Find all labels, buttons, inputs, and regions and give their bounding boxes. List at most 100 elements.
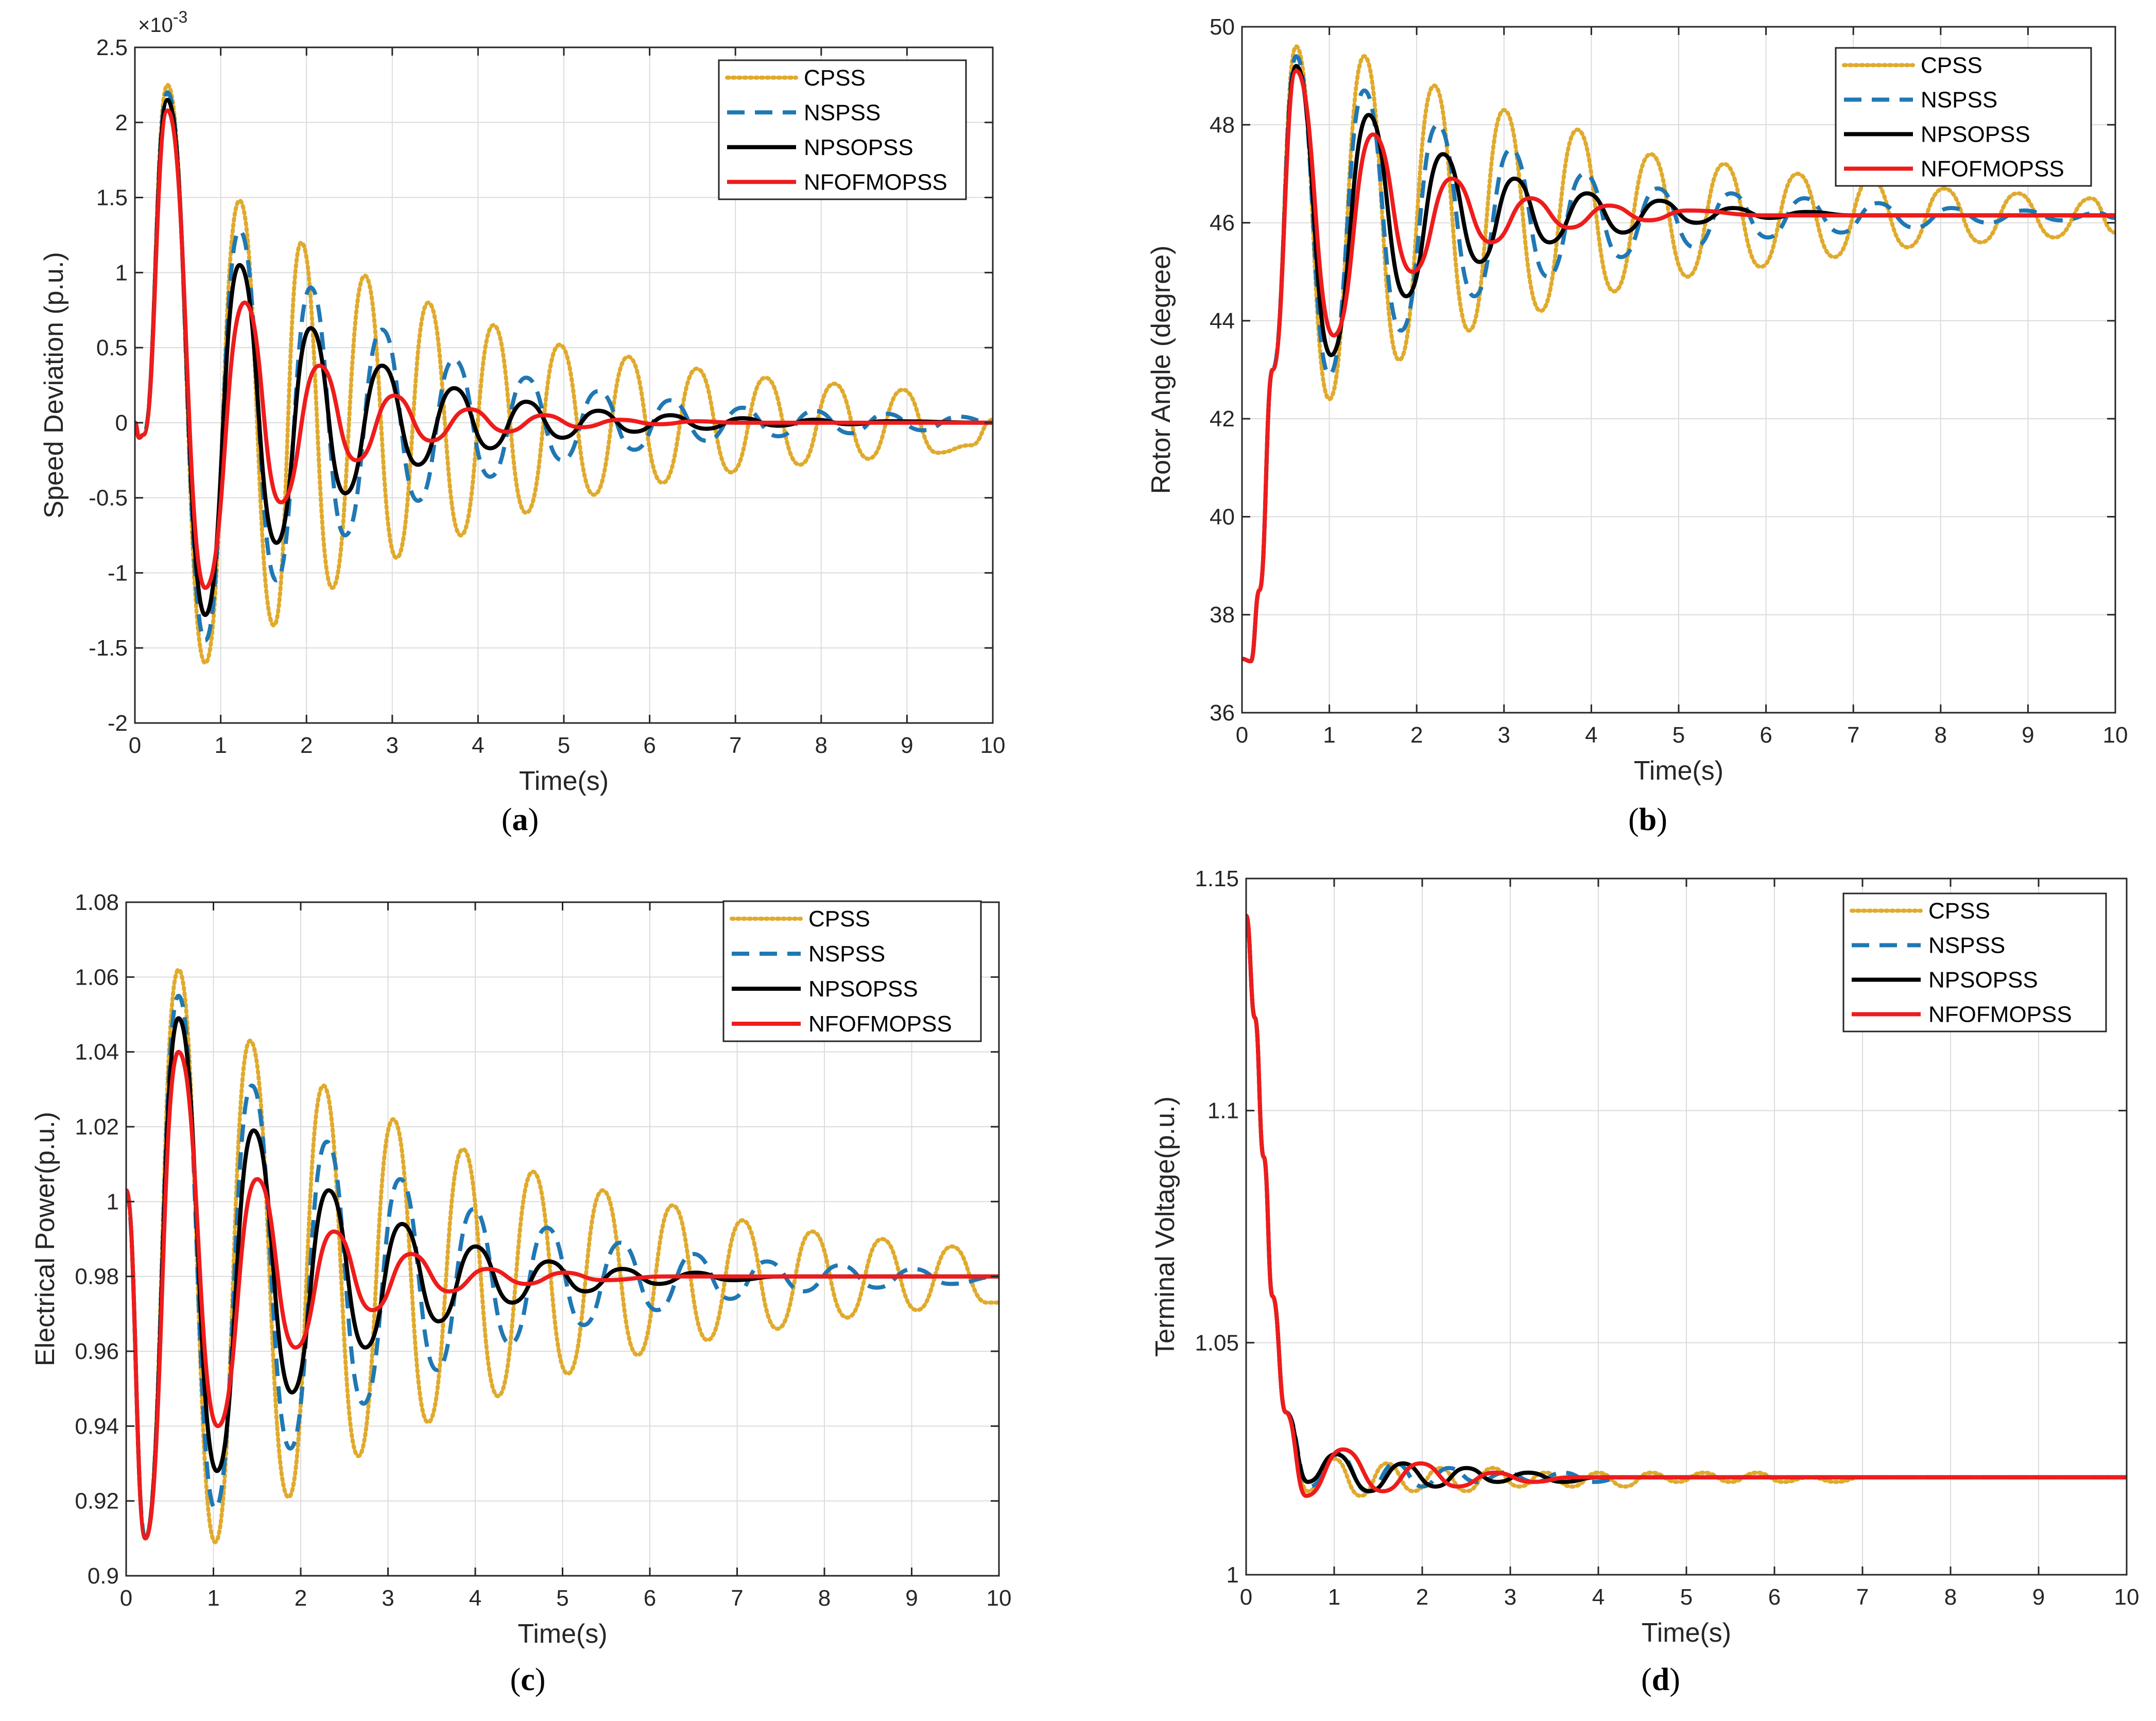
x-tick-label: 3 [1498, 722, 1510, 748]
legend-box [1842, 892, 2107, 1032]
y-axis-label: Speed Deviation (p.u.) [39, 252, 69, 518]
x-tick-label: 7 [1847, 722, 1859, 748]
panel-caption: (d) [1641, 1662, 1680, 1697]
series-line-nspss [1242, 54, 2115, 664]
x-tick-label: 1 [207, 1586, 219, 1611]
x-axis-label: Time(s) [1634, 756, 1723, 786]
y-tick-label: -1 [108, 560, 128, 586]
x-tick-label: 0 [1240, 1585, 1252, 1610]
x-tick-label: 1 [214, 733, 227, 758]
x-tick-label: 10 [2114, 1585, 2140, 1610]
x-axis-label: Time(s) [518, 1619, 607, 1649]
y-tick-label: -2 [108, 711, 128, 736]
y-tick-label: 46 [1210, 211, 1235, 236]
y-tick-label: 0.98 [75, 1264, 119, 1289]
x-tick-label: 10 [987, 1586, 1012, 1611]
y-exponent-label: ×10-3 [138, 8, 187, 37]
legend-label-cpss: CPSS [1921, 53, 1982, 78]
y-tick-label: 0.5 [96, 335, 128, 360]
x-tick-label: 2 [1410, 722, 1423, 748]
series-group [1246, 914, 2127, 1498]
legend-label-nfofmopss: NFOFMOPSS [804, 169, 947, 195]
series-line-cpss [126, 967, 999, 1544]
x-tick-label: 5 [556, 1586, 568, 1611]
x-tick-label: 7 [1856, 1585, 1869, 1610]
legend-box [722, 900, 982, 1042]
series-line-npsopss [126, 1016, 999, 1541]
series-group [126, 967, 999, 1544]
x-tick-label: 6 [643, 733, 656, 758]
legend-label-npsopss: NPSOPSS [1921, 122, 2030, 147]
series-line-nfofmopss [1242, 68, 2115, 664]
x-tick-label: 1 [1328, 1585, 1340, 1610]
y-tick-label: 0.92 [75, 1489, 119, 1514]
x-tick-label: 9 [2022, 722, 2034, 748]
panel-caption: (c) [510, 1662, 546, 1697]
y-axis-label: Rotor Angle (degree) [1146, 246, 1176, 494]
y-tick-label: 40 [1210, 504, 1235, 529]
legend-label-cpss: CPSS [804, 65, 866, 91]
y-tick-label: 1.02 [75, 1114, 119, 1140]
x-tick-label: 4 [472, 733, 484, 758]
y-tick-label: 1.1 [1208, 1098, 1239, 1124]
x-tick-label: 10 [980, 733, 1006, 758]
y-axis-label: Terminal Voltage(p.u.) [1150, 1096, 1180, 1357]
legend-label-npsopss: NPSOPSS [808, 976, 918, 1002]
y-tick-label: 44 [1210, 308, 1235, 334]
y-tick-label: 0 [115, 410, 128, 436]
y-tick-label: 38 [1210, 603, 1235, 628]
series-group [135, 82, 993, 665]
x-tick-label: 8 [1935, 722, 1947, 748]
x-tick-label: 8 [818, 1586, 831, 1611]
y-tick-label: 48 [1210, 112, 1235, 137]
legend-label-npsopss: NPSOPSS [804, 135, 913, 160]
chart-panel-b: 0 1 2 3 4 5 6 7 8 9 10 36 38 40 42 44 46 48 50 Time(s) Rotor… [1146, 14, 2128, 837]
y-tick-label: 1.06 [75, 965, 119, 990]
series-line-nfofmopss [135, 108, 993, 590]
chart-panel-c: 0 1 2 3 4 5 6 7 8 9 10 0.9 0.92 0.94 0.96 0.98 1 1.02 1.04… [30, 890, 1011, 1697]
chart-panel-a: 0 1 2 3 4 5 6 7 8 9 10 -2 -1.5 -1 -0.5 0 0.5 1 1.5 2 2.5 ×10-… [39, 8, 1005, 837]
y-tick-label: 1.04 [75, 1040, 119, 1065]
x-tick-label: 4 [1585, 722, 1597, 748]
x-tick-label: 6 [1768, 1585, 1781, 1610]
legend: CPSS NSPSS NPSOPSS NFOFMOPSS [1842, 892, 2107, 1032]
y-tick-label: 1.5 [96, 185, 128, 211]
panel-caption: (b) [1628, 802, 1667, 837]
legend-label-nspss: NSPSS [808, 941, 885, 967]
y-axis-label: Electrical Power(p.u.) [30, 1112, 60, 1366]
y-tick-label: 0.9 [88, 1563, 119, 1589]
x-tick-label: 7 [731, 1586, 743, 1611]
y-tick-label: 50 [1210, 14, 1235, 40]
y-tick-label: 2.5 [96, 35, 128, 60]
legend-box [1835, 47, 2092, 187]
chart-panel-d: 0 1 2 3 4 5 6 7 8 9 1011.051.11.15Time(s)Terminal … [1150, 866, 2139, 1697]
y-tick-label: -1.5 [89, 635, 128, 661]
x-tick-label: 1 [1323, 722, 1335, 748]
series-line-nfofmopss [1246, 914, 2127, 1498]
legend-label-nfofmopss: NFOFMOPSS [1921, 157, 2064, 182]
x-tick-label: 8 [815, 733, 827, 758]
series-line-nfofmopss [126, 1049, 999, 1541]
x-axis-label: Time(s) [519, 766, 609, 796]
y-tick-label: 36 [1210, 700, 1235, 726]
y-tick-label: 1.05 [1195, 1330, 1239, 1355]
x-tick-label: 4 [1592, 1585, 1605, 1610]
y-tick-label: 1 [115, 260, 128, 285]
legend-label-nspss: NSPSS [1928, 933, 2005, 958]
legend-label-cpss: CPSS [1928, 899, 1990, 924]
x-tick-label: 2 [1416, 1585, 1428, 1610]
y-tick-label: 42 [1210, 406, 1235, 432]
x-tick-label: 4 [469, 1586, 481, 1611]
x-tick-label: 2 [300, 733, 313, 758]
x-tick-label: 8 [1944, 1585, 1957, 1610]
x-tick-label: 9 [905, 1586, 918, 1611]
x-tick-label: 6 [1760, 722, 1772, 748]
x-tick-label: 6 [644, 1586, 656, 1611]
y-tick-label: 2 [115, 110, 128, 135]
y-tick-label: 1.08 [75, 890, 119, 915]
legend: CPSS NSPSS NPSOPSS NFOFMOPSS [1835, 47, 2092, 187]
x-tick-label: 0 [120, 1586, 132, 1611]
legend-label-cpss: CPSS [808, 906, 870, 932]
x-tick-label: 2 [295, 1586, 307, 1611]
